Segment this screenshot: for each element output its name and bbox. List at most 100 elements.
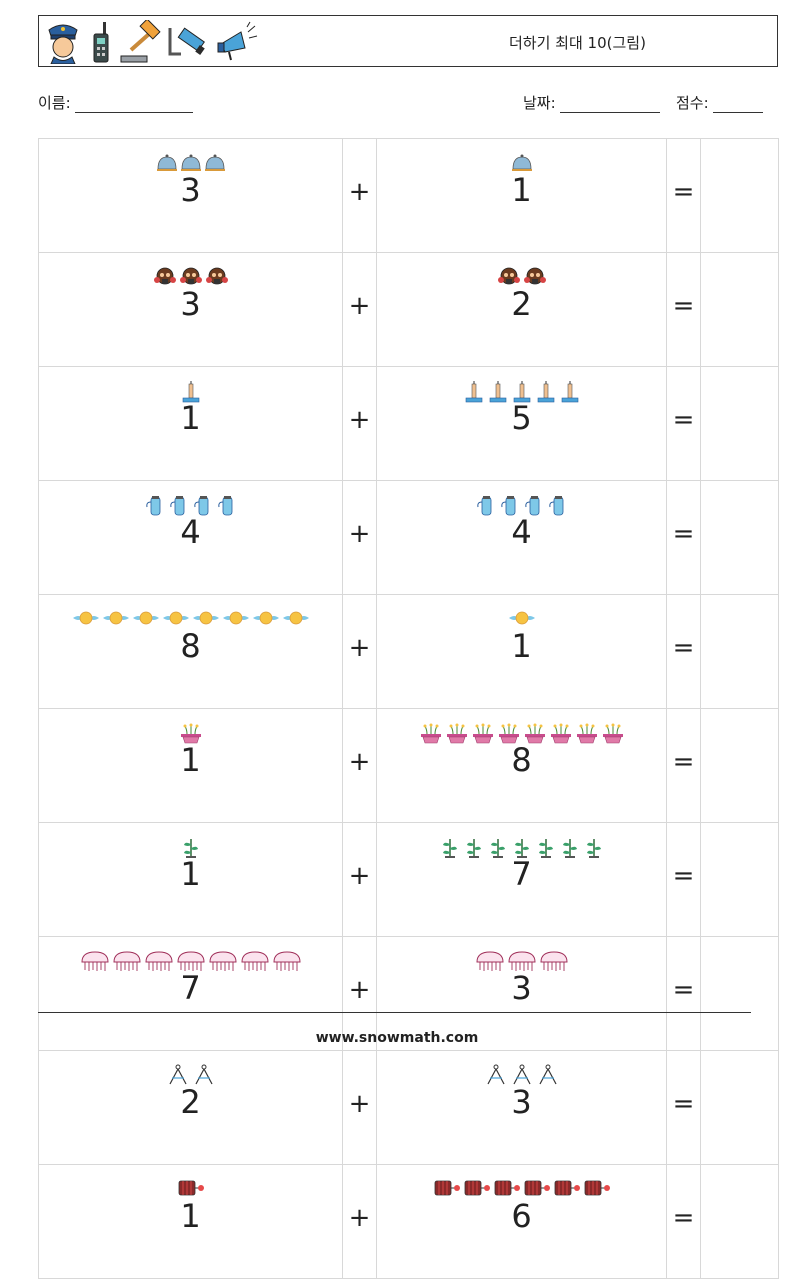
addend-b-number: 6	[511, 1197, 532, 1235]
problem-row: 8 +1 =	[38, 594, 779, 709]
plant-icon	[180, 836, 202, 858]
sprout-pot-icon	[523, 722, 547, 744]
answer-cell[interactable]	[700, 1050, 779, 1165]
flask-icon	[216, 494, 238, 516]
plant-icon	[439, 836, 461, 858]
candle-icon	[487, 380, 509, 403]
sun-wing-icon	[132, 608, 160, 630]
answer-cell[interactable]	[700, 480, 779, 595]
addend-b-number: 3	[511, 969, 532, 1007]
score-label: 점수:	[676, 94, 709, 112]
gas-mask-icon	[205, 266, 229, 288]
answer-cell[interactable]	[700, 708, 779, 823]
fire-hose-icon	[583, 1178, 611, 1200]
plant-icon	[559, 836, 581, 858]
problem-table: 3 +1 = 3 +2 = 1 +5 = 4 +4 = 8 +1 = 1 +8 = 1 +7 = 7 +3 = 2 +3 = 1 +6 =	[38, 138, 779, 1279]
answer-cell[interactable]	[700, 1164, 779, 1279]
compass-icon	[484, 1064, 508, 1086]
sun-wing-icon	[508, 608, 536, 630]
addend-a-picture-group	[39, 1178, 342, 1200]
plus-sign: +	[342, 252, 377, 367]
addend-a-term-cell: 8	[38, 594, 343, 709]
equals-sign: =	[666, 708, 701, 823]
sprout-pot-icon	[575, 722, 599, 744]
addend-b-term-cell: 6	[376, 1164, 667, 1279]
equals-sign: =	[666, 822, 701, 937]
security-camera-icon	[168, 27, 205, 56]
candle-icon	[180, 380, 202, 403]
addend-b-number: 7	[511, 855, 532, 893]
addend-a-term-cell: 1	[38, 822, 343, 937]
answer-cell[interactable]	[700, 936, 779, 1051]
addend-a-term-cell: 1	[38, 708, 343, 823]
police-officer-icon	[48, 24, 78, 64]
plus-sign: +	[342, 708, 377, 823]
fire-hose-icon	[177, 1178, 205, 1200]
plant-icon	[487, 836, 509, 858]
gas-mask-icon	[153, 266, 177, 288]
jellyfish-icon	[208, 950, 238, 972]
answer-cell[interactable]	[700, 252, 779, 367]
problem-row: 1 +6 =	[38, 1164, 779, 1279]
addend-b-picture-group	[377, 608, 666, 630]
jellyfish-icon	[112, 950, 142, 972]
jellyfish-icon	[144, 950, 174, 972]
sprout-pot-icon	[471, 722, 495, 744]
plus-sign: +	[342, 822, 377, 937]
addend-a-picture-group	[39, 1064, 342, 1086]
addend-b-term-cell: 7	[376, 822, 667, 937]
addend-a-number: 3	[180, 171, 201, 209]
score-line[interactable]	[713, 98, 764, 113]
plus-sign: +	[342, 594, 377, 709]
addend-b-term-cell: 8	[376, 708, 667, 823]
plant-icon	[583, 836, 605, 858]
plant-icon	[463, 836, 485, 858]
answer-cell[interactable]	[700, 822, 779, 937]
addend-a-picture-group	[39, 380, 342, 403]
sprout-pot-icon	[497, 722, 521, 744]
date-line[interactable]	[560, 98, 661, 113]
sun-wing-icon	[192, 608, 220, 630]
sun-wing-icon	[222, 608, 250, 630]
fire-hose-icon	[463, 1178, 491, 1200]
fire-hose-icon	[553, 1178, 581, 1200]
flask-icon	[168, 494, 190, 516]
cloche-icon	[180, 152, 202, 174]
problem-row: 1 +8 =	[38, 708, 779, 823]
jellyfish-icon	[475, 950, 505, 972]
candle-icon	[463, 380, 485, 403]
sun-wing-icon	[282, 608, 310, 630]
answer-cell[interactable]	[700, 594, 779, 709]
name-line[interactable]	[75, 98, 194, 113]
addend-b-picture-group	[377, 1178, 666, 1200]
addend-a-picture-group	[39, 494, 342, 516]
problem-row: 1 +5 =	[38, 366, 779, 481]
answer-cell[interactable]	[700, 366, 779, 481]
addend-a-number: 3	[180, 285, 201, 323]
addend-a-number: 1	[180, 855, 201, 893]
addend-a-picture-group	[39, 266, 342, 288]
addend-a-number: 2	[180, 1083, 201, 1121]
flask-icon	[523, 494, 545, 516]
addend-b-number: 8	[511, 741, 532, 779]
compass-icon	[192, 1064, 216, 1086]
flask-icon	[192, 494, 214, 516]
jellyfish-icon	[80, 950, 110, 972]
candle-icon	[535, 380, 557, 403]
flask-icon	[499, 494, 521, 516]
jellyfish-icon	[272, 950, 302, 972]
addend-a-number: 1	[180, 741, 201, 779]
plus-sign: +	[342, 1164, 377, 1279]
addend-a-number: 4	[180, 513, 201, 551]
equals-sign: =	[666, 480, 701, 595]
sprout-pot-icon	[419, 722, 443, 744]
addend-b-picture-group	[377, 266, 666, 288]
problem-row: 7 +3 =	[38, 936, 779, 1051]
addend-b-picture-group	[377, 722, 666, 744]
equals-sign: =	[666, 936, 701, 1051]
fire-hose-icon	[523, 1178, 551, 1200]
answer-cell[interactable]	[700, 138, 779, 253]
equals-sign: =	[666, 594, 701, 709]
worksheet-header: 더하기 최대 10(그림)	[38, 15, 778, 67]
addend-a-term-cell: 7	[38, 936, 343, 1051]
